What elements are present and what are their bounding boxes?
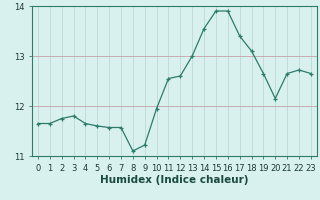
X-axis label: Humidex (Indice chaleur): Humidex (Indice chaleur) — [100, 175, 249, 185]
